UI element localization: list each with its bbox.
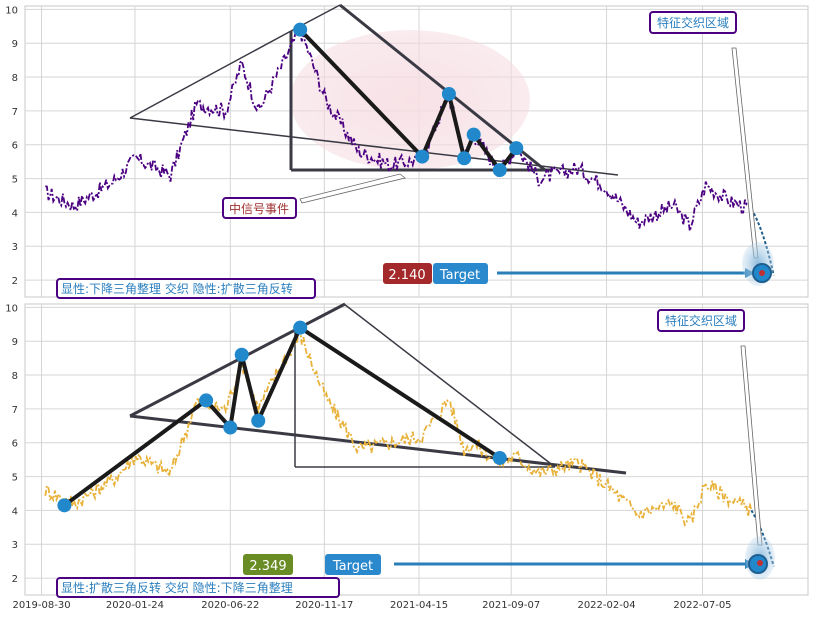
y-tick-label: 4 [12,506,18,517]
top-y-ticks: 2 3 4 5 6 7 8 9 10 [5,5,18,287]
pivot-marker [293,22,308,37]
top-pattern-label: 显性:下降三角整理 交织 隐性:扩散三角反转 [61,281,293,296]
top-target-label: Target [439,268,480,283]
y-tick-label: 2 [12,574,18,585]
top-price-label: 2.140 [388,268,425,283]
pivot-marker [492,450,507,465]
y-tick-label: 10 [5,303,18,314]
y-tick-label: 5 [12,175,18,186]
top-price-series [45,26,753,232]
x-tick-label: 2019-08-30 [12,600,70,611]
bottom-pattern-callout: 显性:扩散三角反转 交织 隐性:下降三角整理 [56,577,340,598]
pivot-marker [223,420,238,435]
top-event-label: 中信号事件 [229,201,289,216]
x-tick-label: 2021-09-07 [482,600,540,611]
bottom-grid [25,304,808,595]
bottom-target-label: Target [332,559,373,574]
y-tick-label: 8 [12,73,18,84]
top-event-callout: 中信号事件 [222,173,406,219]
x-tick-label: 2020-06-22 [201,600,259,611]
bottom-price-target: 2.349 Target [243,536,775,580]
top-pattern-lines [129,3,619,176]
x-tick-label: 2021-04-15 [390,600,448,611]
y-tick-label: 10 [5,5,18,16]
y-tick-label: 7 [12,107,18,118]
top-pivot-markers [293,22,524,178]
top-zone-callout: 特征交织区域 [649,11,759,259]
pivot-marker [293,320,308,335]
bottom-y-ticks: 2 3 4 5 6 7 8 9 10 [5,303,18,585]
pivot-marker [199,393,214,408]
bottom-projection-tail [750,509,775,567]
bottom-pivot-markers [57,320,507,513]
y-tick-label: 3 [12,540,18,551]
top-pattern-callout: 显性:下降三角整理 交织 隐性:扩散三角反转 [56,278,316,299]
y-tick-label: 9 [12,337,18,348]
bottom-pattern-label: 显性:扩散三角反转 交织 隐性:下降三角整理 [61,580,293,595]
pivot-marker [415,149,430,164]
x-tick-label: 2022-07-05 [673,600,731,611]
pivot-marker [509,141,524,156]
pivot-marker [457,151,472,166]
top-price-target: 2.140 Target [383,242,774,286]
y-tick-label: 5 [12,473,18,484]
y-tick-label: 6 [12,141,18,152]
y-tick-label: 8 [12,371,18,382]
x-tick-label: 2020-01-24 [106,600,164,611]
pivot-marker [466,127,481,142]
y-tick-label: 7 [12,405,18,416]
x-tick-label: 2022-02-04 [577,600,635,611]
y-tick-label: 9 [12,39,18,50]
bottom-price-series [44,329,753,528]
top-zone-label: 特征交织区域 [657,15,729,30]
pivot-marker [251,413,266,428]
y-tick-label: 3 [12,242,18,253]
bottom-price-label: 2.349 [249,559,286,574]
bottom-zone-label: 特征交织区域 [665,313,737,328]
y-tick-label: 2 [12,276,18,287]
y-tick-label: 6 [12,439,18,450]
top-panel: 2 3 4 5 6 7 8 9 10 特征交织区域 中信号事件 2.140 [5,3,809,299]
bottom-panel: 2 3 4 5 6 7 8 9 10 特征交织区域 2.349 Target [5,302,809,598]
y-tick-label: 4 [12,208,18,219]
pivot-marker [441,86,456,101]
pivot-marker [57,498,72,513]
pivot-marker [492,163,507,178]
pivot-marker [234,347,249,362]
x-tick-label: 2020-11-17 [295,600,353,611]
x-axis-ticks: 2019-08-30 2020-01-24 2020-06-22 2020-11-17… [12,600,731,611]
